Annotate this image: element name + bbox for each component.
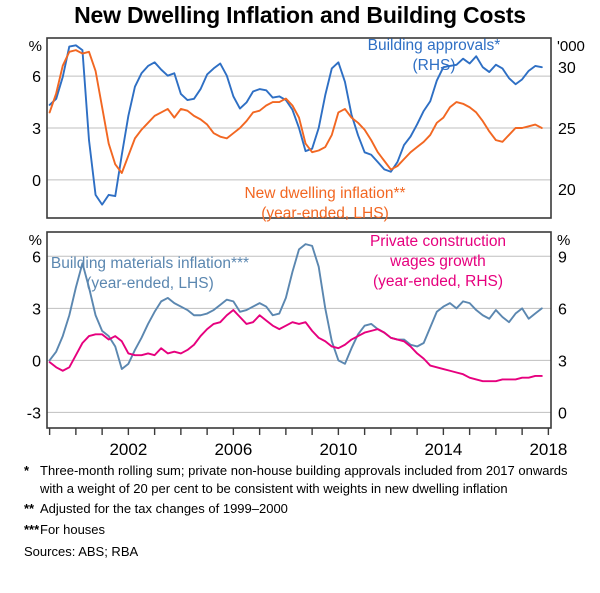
svg-text:20: 20 [558,182,576,199]
svg-text:2018: 2018 [529,440,567,459]
footnote-text: Three-month rolling sum; private non-hou… [40,463,568,496]
svg-text:6: 6 [32,69,41,86]
svg-text:3: 3 [558,353,567,370]
svg-text:%: % [29,38,42,55]
sources-line: Sources: ABS; RBA [24,544,139,559]
footnote-row: *** For houses [0,521,600,539]
svg-text:-3: -3 [27,405,41,422]
svg-text:6: 6 [32,249,41,266]
series-label-construction-wages: wages growth [389,253,486,270]
series-label-building-materials: Building materials inflation*** [51,255,249,272]
svg-text:0: 0 [32,173,41,190]
svg-text:%: % [557,232,570,249]
series-label-building-approvals: (RHS) [412,57,455,74]
footnote-mark: ** [24,501,35,516]
series-label-construction-wages: Private construction [370,233,506,250]
svg-text:0: 0 [558,405,567,422]
svg-text:9: 9 [558,249,567,266]
series-label-construction-wages: (year-ended, RHS) [373,273,503,290]
svg-text:2014: 2014 [424,440,462,459]
svg-text:%: % [29,232,42,249]
svg-text:3: 3 [32,121,41,138]
footnote-row: ** Adjusted for the tax changes of 1999–… [0,500,600,518]
footnotes: * Three-month rolling sum; private non-h… [0,462,600,561]
svg-text:2006: 2006 [214,440,252,459]
footnote-row: * Three-month rolling sum; private non-h… [0,462,600,497]
svg-text:0: 0 [32,353,41,370]
footnote-mark: * [24,463,30,478]
series-label-new-dwelling-inflation: (year-ended, LHS) [261,205,389,222]
svg-text:30: 30 [558,60,576,77]
chart-figure: 0 3 6 20 25 30% '000 -3 0 3 6 0 3 6 9% % 2002 2006 2010 201… [27,37,585,459]
svg-text:3: 3 [32,301,41,318]
series-label-new-dwelling-inflation: New dwelling inflation** [244,185,405,202]
svg-text:6: 6 [558,301,567,318]
footnote-mark: *** [24,521,40,537]
footnote-text: Adjusted for the tax changes of 1999–200… [40,501,288,516]
svg-text:25: 25 [558,121,576,138]
series-label-building-approvals: Building approvals* [368,37,501,54]
page-title: New Dwelling Inflation and Building Cost… [74,2,526,28]
svg-text:2002: 2002 [109,440,147,459]
series-label-building-materials: (year-ended, LHS) [86,275,214,292]
svg-text:'000: '000 [557,38,585,55]
svg-text:2010: 2010 [319,440,357,459]
footnote-text: For houses [40,521,106,537]
